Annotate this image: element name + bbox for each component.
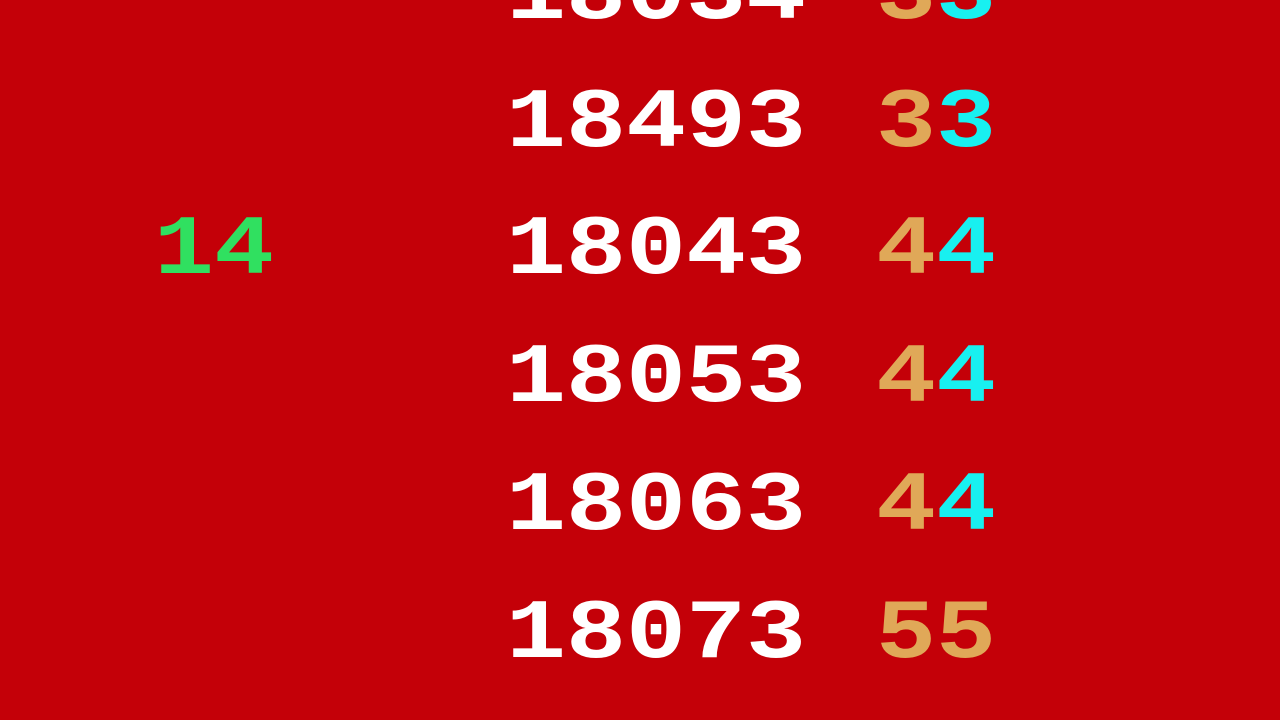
row-number: 18493 bbox=[506, 77, 807, 173]
row-code-right: 3 bbox=[936, 0, 996, 39]
row-code-left: 3 bbox=[876, 77, 937, 173]
row-code-right: 4 bbox=[936, 204, 997, 300]
row-number: 18034 bbox=[506, 0, 806, 39]
row-code-left: 3 bbox=[876, 0, 936, 39]
row-code-right: 4 bbox=[936, 460, 997, 556]
row-number: 18073 bbox=[506, 588, 807, 684]
row-code-left: 5 bbox=[876, 588, 937, 684]
row-code-left: 4 bbox=[876, 460, 937, 556]
row-marker: 14 bbox=[154, 204, 275, 300]
row-code-right: 3 bbox=[936, 77, 997, 173]
row-number: 18053 bbox=[506, 332, 807, 428]
row-number: 18043 bbox=[506, 204, 807, 300]
row-code-left: 4 bbox=[876, 332, 937, 428]
row-number: 18063 bbox=[506, 460, 807, 556]
row-code-left: 4 bbox=[876, 204, 937, 300]
row-code-right: 5 bbox=[936, 588, 997, 684]
row-code-right: 4 bbox=[936, 332, 997, 428]
